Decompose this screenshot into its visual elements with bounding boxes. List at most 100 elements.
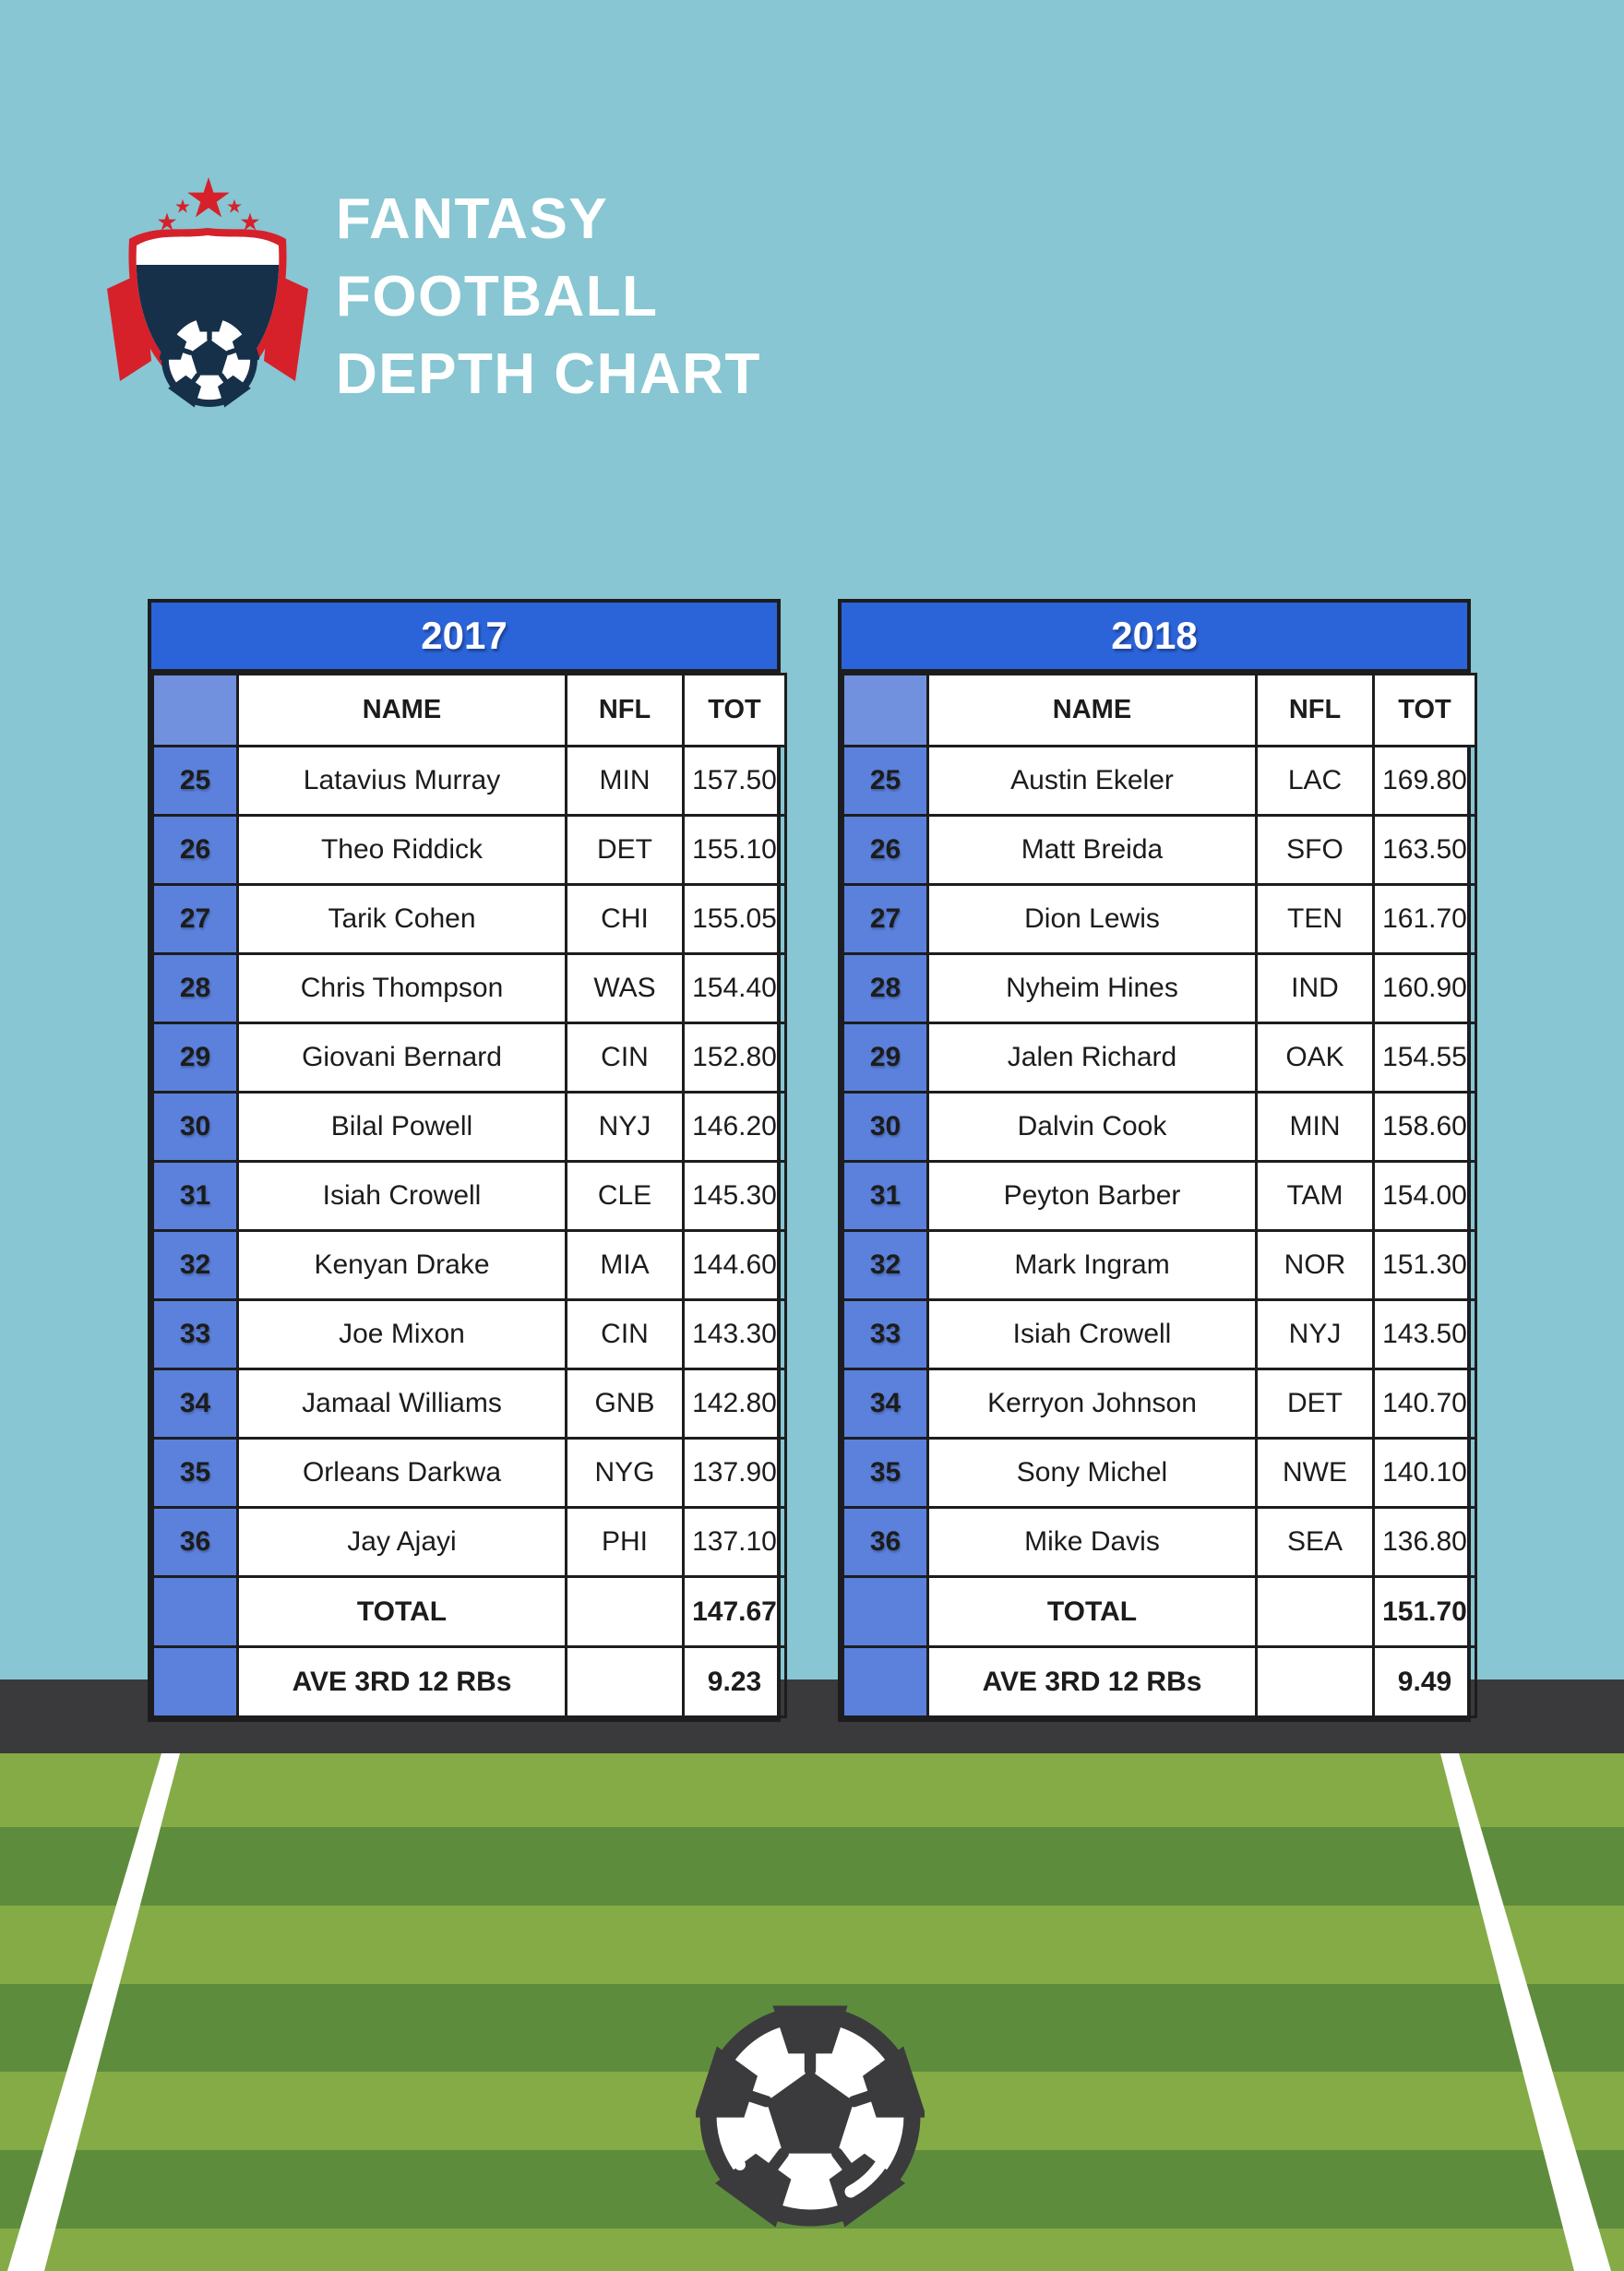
rank-cell: 33	[842, 1298, 929, 1370]
nfl-team-cell: CIN	[565, 1298, 685, 1370]
rank-cell: 34	[842, 1368, 929, 1440]
nfl-team-cell	[565, 1645, 685, 1718]
player-row: 28 Chris Thompson WAS 154.40	[151, 952, 787, 1024]
tot-points-cell: 154.55	[1372, 1022, 1477, 1094]
player-row: 25 Austin Ekeler LAC 169.80	[842, 745, 1477, 817]
player-name-cell: Dalvin Cook	[926, 1091, 1258, 1163]
rank-cell	[842, 1575, 929, 1648]
nfl-team-cell: DET	[1255, 1368, 1375, 1440]
rank-cell: 34	[151, 1368, 239, 1440]
rank-cell: 27	[151, 883, 239, 955]
player-name-cell: Tarik Cohen	[236, 883, 567, 955]
players-table: NAME NFL TOT 25 Austin Ekeler LAC 169.80 26 M…	[842, 673, 1477, 1718]
rank-cell: 30	[151, 1091, 239, 1163]
rank-cell	[842, 1645, 929, 1718]
total-value-cell: 151.70	[1372, 1575, 1477, 1648]
player-name-cell: Austin Ekeler	[926, 745, 1258, 817]
rank-cell: 29	[151, 1022, 239, 1094]
rank-cell: 35	[842, 1437, 929, 1509]
tot-points-cell: 145.30	[682, 1160, 787, 1232]
player-name-cell: Jay Ajayi	[236, 1506, 567, 1578]
player-name-cell: Kenyan Drake	[236, 1229, 567, 1301]
tot-points-cell: 160.90	[1372, 952, 1477, 1024]
nfl-team-cell: CIN	[565, 1022, 685, 1094]
player-row: 27 Dion Lewis TEN 161.70	[842, 883, 1477, 955]
rank-cell: 29	[842, 1022, 929, 1094]
player-name-cell: Sony Michel	[926, 1437, 1258, 1509]
rank-cell	[151, 1645, 239, 1718]
player-name-cell: Orleans Darkwa	[236, 1437, 567, 1509]
nfl-team-cell: NYJ	[565, 1091, 685, 1163]
ave-row: AVE 3RD 12 RBs 9.49	[842, 1645, 1477, 1718]
stars-icon	[157, 177, 260, 231]
total-row: TOTAL 151.70	[842, 1575, 1477, 1648]
rank-cell: 30	[842, 1091, 929, 1163]
title-line: DEPTH CHART	[336, 342, 761, 406]
logo-crest	[107, 177, 308, 411]
nfl-team-cell: NYJ	[1255, 1298, 1375, 1370]
name-header-cell: NAME	[926, 673, 1258, 747]
tot-points-cell: 158.60	[1372, 1091, 1477, 1163]
player-row: 28 Nyheim Hines IND 160.90	[842, 952, 1477, 1024]
nfl-team-cell: SEA	[1255, 1506, 1375, 1578]
player-name-cell: Chris Thompson	[236, 952, 567, 1024]
rank-cell: 33	[151, 1298, 239, 1370]
title-line: FANTASY	[336, 187, 609, 251]
player-row: 25 Latavius Murray MIN 157.50	[151, 745, 787, 817]
nfl-team-cell: CHI	[565, 883, 685, 955]
rank-header-cell	[842, 673, 929, 747]
player-row: 26 Theo Riddick DET 155.10	[151, 814, 787, 886]
ave-label-cell: AVE 3RD 12 RBs	[236, 1645, 567, 1718]
nfl-team-cell: MIN	[565, 745, 685, 817]
nfl-header-cell: NFL	[565, 673, 685, 747]
player-row: 29 Giovani Bernard CIN 152.80	[151, 1022, 787, 1094]
player-row: 35 Orleans Darkwa NYG 137.90	[151, 1437, 787, 1509]
player-row: 35 Sony Michel NWE 140.10	[842, 1437, 1477, 1509]
tot-points-cell: 157.50	[682, 745, 787, 817]
tot-points-cell: 137.10	[682, 1506, 787, 1578]
tot-points-cell: 140.70	[1372, 1368, 1477, 1440]
total-row: TOTAL 147.67	[151, 1575, 787, 1648]
rank-cell: 36	[151, 1506, 239, 1578]
player-name-cell: Nyheim Hines	[926, 952, 1258, 1024]
player-row: 29 Jalen Richard OAK 154.55	[842, 1022, 1477, 1094]
nfl-team-cell	[565, 1575, 685, 1648]
page-title: FANTASY FOOTBALL DEPTH CHART	[336, 181, 761, 413]
rank-cell: 27	[842, 883, 929, 955]
tot-points-cell: 143.50	[1372, 1298, 1477, 1370]
player-name-cell: Mike Davis	[926, 1506, 1258, 1578]
nfl-header-cell: NFL	[1255, 673, 1375, 747]
ave-row: AVE 3RD 12 RBs 9.23	[151, 1645, 787, 1718]
player-name-cell: Bilal Powell	[236, 1091, 567, 1163]
player-row: 27 Tarik Cohen CHI 155.05	[151, 883, 787, 955]
nfl-team-cell: TAM	[1255, 1160, 1375, 1232]
rank-cell: 26	[842, 814, 929, 886]
player-row: 32 Kenyan Drake MIA 144.60	[151, 1229, 787, 1301]
rank-cell: 28	[842, 952, 929, 1024]
depth-table-2017: 2017 NAME NFL TOT 25 Latavius Murray MIN 15…	[148, 599, 787, 1722]
tot-points-cell: 146.20	[682, 1091, 787, 1163]
tot-header-cell: TOT	[1372, 673, 1477, 747]
tot-points-cell: 136.80	[1372, 1506, 1477, 1578]
total-value-cell: 147.67	[682, 1575, 787, 1648]
player-row: 31 Isiah Crowell CLE 145.30	[151, 1160, 787, 1232]
nfl-team-cell	[1255, 1575, 1375, 1648]
nfl-team-cell	[1255, 1645, 1375, 1718]
tot-points-cell: 161.70	[1372, 883, 1477, 955]
rank-cell: 32	[842, 1229, 929, 1301]
player-row: 34 Jamaal Williams GNB 142.80	[151, 1368, 787, 1440]
year-header: 2018	[842, 603, 1467, 673]
player-name-cell: Isiah Crowell	[926, 1298, 1258, 1370]
rank-cell: 26	[151, 814, 239, 886]
rank-cell: 25	[151, 745, 239, 817]
tot-points-cell: 144.60	[682, 1229, 787, 1301]
nfl-team-cell: NWE	[1255, 1437, 1375, 1509]
player-row: 30 Bilal Powell NYJ 146.20	[151, 1091, 787, 1163]
total-label-cell: TOTAL	[236, 1575, 567, 1648]
player-row: 33 Joe Mixon CIN 143.30	[151, 1298, 787, 1370]
ave-label-cell: AVE 3RD 12 RBs	[926, 1645, 1258, 1718]
player-name-cell: Mark Ingram	[926, 1229, 1258, 1301]
tot-points-cell: 154.40	[682, 952, 787, 1024]
total-label-cell: TOTAL	[926, 1575, 1258, 1648]
player-name-cell: Joe Mixon	[236, 1298, 567, 1370]
